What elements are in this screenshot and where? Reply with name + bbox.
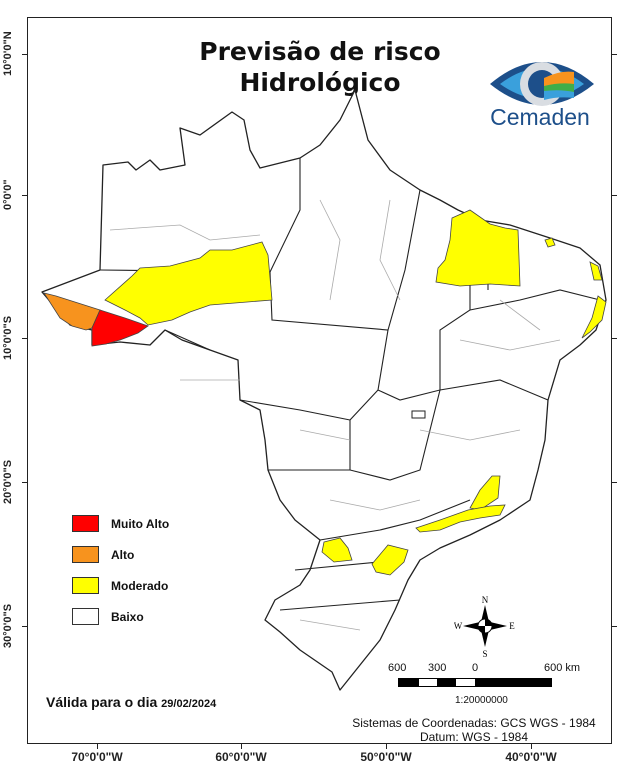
lat-tick <box>612 54 617 55</box>
legend-label: Muito Alto <box>111 516 170 531</box>
scale-label-600-km: 600 km <box>544 662 581 674</box>
crs-line-1: Sistemas de Coordenadas: GCS WGS - 1984 <box>352 716 596 730</box>
lon-label-40w: 40°0'0"W <box>505 750 557 764</box>
lat-label-10s: 10°0'0"S <box>2 315 14 361</box>
legend-item-baixo: Baixo <box>72 601 169 632</box>
lat-tick <box>612 195 617 196</box>
scale-label-0: 0 <box>472 662 479 674</box>
lon-label-50w: 50°0'0"W <box>360 750 412 764</box>
lat-tick <box>612 338 617 339</box>
lat-tick <box>612 626 617 627</box>
title-line-2: Hidrológico <box>239 68 401 97</box>
lat-tick <box>22 626 27 627</box>
scale-ratio: 1:20000000 <box>455 695 508 706</box>
compass-n: N <box>482 595 489 605</box>
legend-item-alto: Alto <box>72 539 169 570</box>
compass-s: S <box>482 649 487 658</box>
lat-label-0: 0°0'0" <box>2 179 14 211</box>
north-arrow-compass-icon: N S W E <box>454 595 515 658</box>
lat-tick <box>22 54 27 55</box>
lon-tick <box>531 744 532 749</box>
region-moderado-amazonas <box>104 241 273 326</box>
legend-swatch <box>72 577 99 594</box>
lon-tick <box>241 744 242 749</box>
legend: Muito Alto Alto Moderado Baixo <box>72 508 169 632</box>
scale-label-600: 600 <box>388 662 407 674</box>
legend-swatch <box>72 608 99 625</box>
compass-e: E <box>509 621 515 631</box>
region-alto <box>43 292 101 331</box>
brazil-risk-map <box>41 89 607 691</box>
scale-label-300: 300 <box>428 662 447 674</box>
legend-item-moderado: Moderado <box>72 570 169 601</box>
region-moderado-southeast <box>469 475 501 511</box>
cemaden-eye-logo-icon <box>490 62 594 106</box>
legend-item-muito-alto: Muito Alto <box>72 508 169 539</box>
lat-tick <box>22 482 27 483</box>
validity: Válida para o dia 29/02/2024 <box>46 694 216 710</box>
legend-swatch <box>72 515 99 532</box>
lat-tick <box>612 482 617 483</box>
lon-label-70w: 70°0'0"W <box>71 750 123 764</box>
lat-tick <box>22 338 27 339</box>
map-title: Previsão de risco Hidrológico <box>150 36 490 98</box>
validity-label: Válida para o dia <box>46 694 158 710</box>
lon-tick <box>386 744 387 749</box>
crs-line-2: Datum: WGS - 1984 <box>419 730 529 744</box>
legend-label: Moderado <box>111 578 169 593</box>
legend-swatch <box>72 546 99 563</box>
lat-tick <box>22 195 27 196</box>
scale-bar <box>398 678 552 687</box>
lon-label-60w: 60°0'0"W <box>215 750 267 764</box>
region-moderado-ma-pi <box>435 209 521 287</box>
legend-label: Alto <box>111 547 135 562</box>
lat-label-20s: 20°0'0"S <box>2 459 14 505</box>
compass-w: W <box>454 621 463 631</box>
region-muito-alto <box>91 309 149 347</box>
title-line-1: Previsão de risco <box>199 37 441 66</box>
validity-date: 29/02/2024 <box>161 698 217 710</box>
lon-tick <box>97 744 98 749</box>
logo-text: Cemaden <box>490 104 590 130</box>
lat-label-30s: 30°0'0"S <box>2 603 14 649</box>
lat-label-10n: 10°0'0"N <box>2 31 14 77</box>
map-frame <box>27 17 612 744</box>
legend-label: Baixo <box>111 609 144 624</box>
coordinate-system: Sistemas de Coordenadas: GCS WGS - 1984 … <box>340 716 608 744</box>
